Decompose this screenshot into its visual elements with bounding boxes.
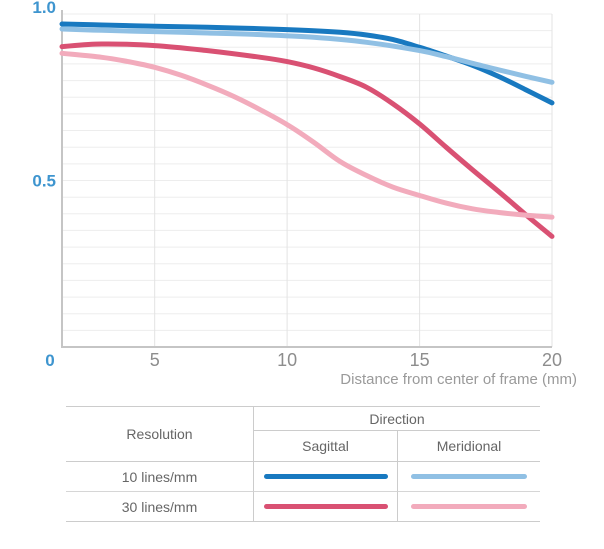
legend-table: Resolution Direction Sagittal Meridional… bbox=[66, 406, 540, 522]
legend-meridional-header: Meridional bbox=[397, 431, 540, 462]
legend-cell-10-meridional bbox=[397, 462, 540, 492]
line-swatch-10-sagittal bbox=[263, 474, 388, 479]
line-swatch-10-meridional bbox=[411, 474, 527, 479]
curve-30-meridional bbox=[59, 50, 555, 220]
legend-direction-header: Direction bbox=[253, 407, 540, 431]
curve-10-sagittal bbox=[59, 21, 555, 106]
legend-sagittal-header: Sagittal bbox=[253, 431, 397, 462]
legend-row-label-30-lines: 30 lines/mm bbox=[66, 492, 253, 522]
y-tick-label: 1.0 bbox=[32, 0, 56, 17]
legend-resolution-header: Resolution bbox=[66, 407, 253, 462]
legend-row-label-10-lines: 10 lines/mm bbox=[66, 462, 253, 492]
line-swatch-30-sagittal bbox=[263, 504, 388, 509]
legend-cell-30-meridional bbox=[397, 492, 540, 522]
x-axis-title: Distance from center of frame (mm) bbox=[340, 371, 577, 388]
x-tick-label: 15 bbox=[410, 350, 430, 370]
curve-30-sagittal bbox=[59, 41, 555, 239]
x-origin-label: 0 bbox=[45, 351, 54, 370]
curve-10-meridional bbox=[59, 26, 555, 85]
y-tick-label: 0.5 bbox=[32, 172, 56, 191]
legend-cell-30-sagittal bbox=[253, 492, 397, 522]
mtf-chart-canvas: 5 10 15 20 0 1.0 0.5 bbox=[32, 0, 562, 370]
legend-cell-10-sagittal bbox=[253, 462, 397, 492]
line-swatch-30-meridional bbox=[411, 504, 527, 509]
x-tick-label: 10 bbox=[277, 350, 297, 370]
x-tick-label: 5 bbox=[150, 350, 160, 370]
x-tick-label: 20 bbox=[542, 350, 562, 370]
